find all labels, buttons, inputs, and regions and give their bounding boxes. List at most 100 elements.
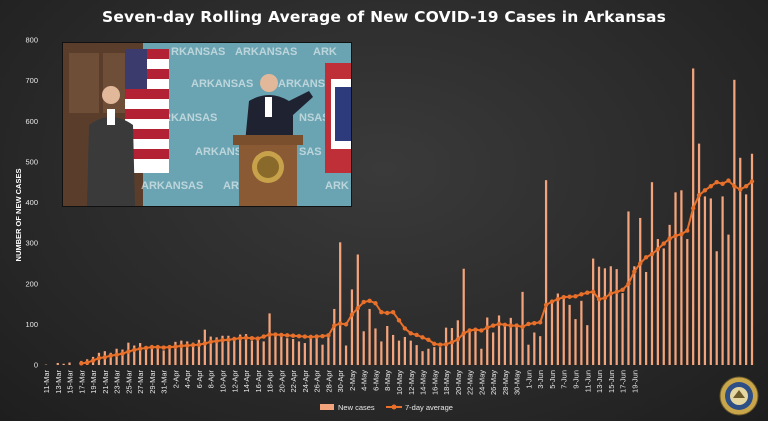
average-point — [614, 289, 619, 295]
x-tick-label: 6-May — [371, 370, 380, 391]
y-tick-label: 100 — [25, 320, 38, 329]
x-tick-label: 11-Jun — [583, 370, 592, 392]
new-cases-bar — [121, 349, 124, 365]
average-point — [343, 322, 349, 327]
new-cases-bar — [462, 268, 465, 365]
x-tick-label: 4-May — [360, 370, 369, 391]
new-cases-bar — [450, 328, 454, 365]
new-cases-bar — [315, 335, 318, 365]
average-point — [373, 301, 378, 306]
x-axis: 11-Mar 13-Mar 15-Mar 17-Mar 19-Mar 21-Mar 23-M… — [42, 370, 639, 396]
new-cases-bar — [62, 363, 65, 365]
average-point — [661, 241, 666, 246]
new-cases-bar — [180, 340, 183, 365]
svg-text:ARK: ARK — [325, 180, 349, 192]
x-tick-label: 2-Apr — [171, 370, 180, 389]
new-cases-bar — [56, 362, 59, 365]
average-point — [655, 247, 661, 252]
new-cases-bar — [739, 157, 742, 365]
average-point — [161, 345, 166, 350]
new-cases-bar — [509, 317, 512, 365]
new-cases-bar — [321, 344, 324, 365]
new-cases-bar — [168, 345, 171, 365]
x-tick-label: 16-Apr — [254, 370, 263, 393]
average-point — [355, 305, 361, 311]
y-tick-label: 700 — [25, 76, 38, 85]
new-cases-bar — [633, 266, 636, 365]
legend: New cases 7-day average — [320, 403, 453, 412]
x-tick-label: 4-Apr — [183, 370, 192, 389]
new-cases-bar — [615, 269, 618, 365]
new-cases-bar — [492, 332, 495, 365]
new-cases-bar — [486, 317, 489, 365]
average-point — [290, 333, 296, 338]
average-point — [126, 349, 131, 354]
new-cases-bar — [686, 239, 689, 365]
average-point — [596, 296, 602, 302]
new-cases-bar — [127, 342, 130, 365]
average-point — [367, 298, 372, 304]
svg-text:SAS: SAS — [299, 146, 322, 158]
x-tick-label: 12-May — [407, 370, 416, 395]
x-tick-label: 10-Apr — [219, 370, 228, 393]
new-cases-bar — [327, 337, 330, 365]
new-cases-bar — [274, 332, 277, 365]
average-point — [143, 345, 149, 351]
average-point — [90, 358, 96, 363]
new-cases-bar — [697, 143, 701, 365]
press-conference-photo: RKANSAS ARKANSAS ARK ARKANSAS ARKANSAS RKAN… — [62, 42, 352, 207]
x-tick-label: 22-Apr — [289, 370, 298, 393]
x-tick-label: 13-Mar — [54, 370, 63, 394]
average-point — [526, 321, 531, 327]
svg-text:ARKANSAS: ARKANSAS — [235, 46, 297, 58]
x-tick-label: 17-Mar — [77, 370, 86, 394]
new-cases-bar — [133, 345, 136, 365]
x-tick-label: 28-Apr — [324, 370, 333, 393]
average-point — [455, 337, 461, 342]
average-point — [249, 335, 255, 341]
x-tick-label: 30-May — [513, 370, 522, 395]
legend-swatch-average-dot — [391, 404, 397, 410]
new-cases-bar — [144, 347, 148, 365]
x-tick-label: 15-Mar — [66, 370, 75, 394]
x-tick-label: 14-Apr — [242, 370, 251, 393]
average-point — [590, 289, 596, 295]
x-tick-label: 19-Jun — [630, 370, 639, 393]
average-point — [190, 342, 196, 348]
new-cases-bar — [409, 340, 412, 365]
average-point — [185, 343, 190, 348]
new-cases-bar — [680, 190, 683, 365]
x-tick-label: 24-Apr — [301, 370, 310, 393]
new-cases-bar — [291, 339, 295, 365]
new-cases-bar — [574, 319, 577, 365]
average-point — [220, 338, 225, 343]
new-cases-bar — [162, 350, 165, 365]
average-point — [402, 326, 408, 331]
average-point — [396, 318, 402, 323]
new-cases-bar — [515, 323, 518, 365]
new-cases-bar — [403, 336, 407, 365]
new-cases-bar — [709, 198, 712, 365]
average-point — [196, 342, 202, 347]
new-cases-bar — [344, 345, 348, 365]
average-point — [679, 231, 684, 237]
x-tick-label: 22-May — [466, 370, 475, 395]
y-tick-label: 0 — [34, 361, 38, 370]
new-cases-bar — [415, 345, 418, 365]
average-point — [543, 302, 549, 308]
new-cases-bar — [644, 271, 648, 365]
average-point — [385, 310, 390, 316]
average-point — [285, 333, 290, 338]
average-point — [179, 343, 184, 349]
new-cases-bar — [380, 341, 383, 365]
average-point — [426, 337, 431, 343]
average-point — [273, 332, 278, 337]
average-point — [337, 321, 343, 326]
average-point — [114, 352, 119, 358]
average-point — [296, 333, 302, 339]
svg-text:ARKANSAS: ARKANSAS — [278, 78, 340, 90]
svg-text:RKANSAS: RKANSAS — [163, 112, 217, 124]
new-cases-bar — [386, 326, 389, 365]
y-tick-label: 400 — [25, 198, 38, 207]
average-point — [432, 341, 437, 347]
